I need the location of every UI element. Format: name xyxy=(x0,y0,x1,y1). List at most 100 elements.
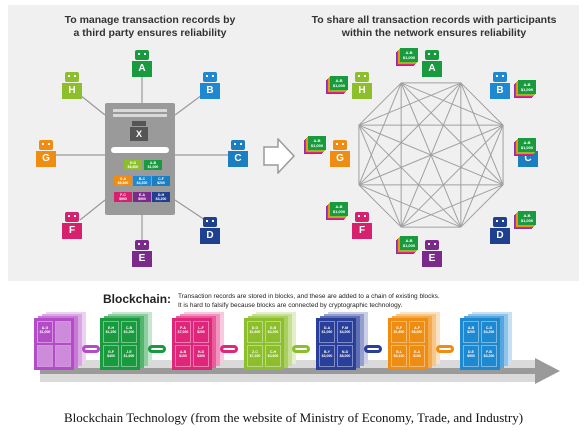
block-record-amount: $4,000 xyxy=(339,330,351,334)
record-cell: H-D $6,800 xyxy=(124,160,142,170)
block-record-pair: F-A xyxy=(180,326,186,330)
chain-link-icon xyxy=(436,345,454,353)
block-record: H-D $300 xyxy=(193,345,209,367)
participant-label: B xyxy=(490,83,510,99)
ledger-pair: A-B xyxy=(335,78,343,83)
block-record-amount: $4,600 xyxy=(267,354,279,358)
block-record-pair: C-B xyxy=(125,326,133,330)
block-record-pair: G-F xyxy=(107,350,115,354)
ledger-amount: $1,000 xyxy=(332,83,346,88)
block-record-pair: L-F xyxy=(198,326,204,330)
arrow-icon xyxy=(263,138,296,174)
block-record-pair: G-B xyxy=(269,326,277,330)
blockchain-desc-line-2: It is hard to falsify because blocks are… xyxy=(178,302,403,309)
left-heading: To manage transaction records by a third… xyxy=(64,14,236,39)
chain-link-icon xyxy=(364,345,382,353)
ledger-amount: $1,000 xyxy=(520,145,534,150)
record-amount: $4,200 xyxy=(136,181,148,185)
record-pair: C-F xyxy=(158,177,164,181)
block-record: G-B $3,200 xyxy=(265,321,281,343)
record-amount: $1,000 xyxy=(147,165,159,169)
person-icon xyxy=(135,50,149,60)
block-record-amount: $100 xyxy=(413,354,421,358)
ledger-pair: A-B xyxy=(313,138,321,143)
participant-label: C xyxy=(228,151,248,167)
block-record: E-H $1,200 xyxy=(103,321,119,343)
participant-label: G xyxy=(36,151,56,167)
block-record: A-B $200 xyxy=(463,321,479,343)
block-record: A-B $100 xyxy=(175,345,191,367)
ledger-copy: A-B $1,000 xyxy=(514,80,536,98)
block-record-pair: F-B xyxy=(486,350,492,354)
chain-link-icon xyxy=(292,345,310,353)
ledger-pair: A-B xyxy=(335,204,343,209)
participant-label: E xyxy=(422,251,442,267)
block-record-pair: N-D xyxy=(341,350,349,354)
block-record: Z-C $7,200 xyxy=(247,345,263,367)
chain-link-icon xyxy=(148,345,166,353)
blockchain-description: Transaction records are stored in blocks… xyxy=(178,292,498,310)
person-icon xyxy=(203,217,217,227)
ledger-copy: A-B $1,000 xyxy=(514,211,536,229)
block-record: D-A $1,000 xyxy=(319,321,335,343)
person-icon xyxy=(65,72,79,82)
record-amount: $3,200 xyxy=(155,197,167,201)
block-record-amount: $300 xyxy=(197,354,205,358)
block-record: A-F $8,800 xyxy=(409,321,425,343)
block-record-amount: $7,000 xyxy=(177,330,189,334)
record-cell: A-B $1,000 xyxy=(144,160,162,170)
block-record-amount: $3,200 xyxy=(483,354,495,358)
block-record-pair: D-G xyxy=(251,326,259,330)
block-record-pair: C-H xyxy=(269,350,277,354)
ledger-pair: A-B xyxy=(523,140,531,145)
block-record-amount: $8,000 xyxy=(339,354,351,358)
block-record: G-F $400 xyxy=(103,345,119,367)
block-record-pair: E-H xyxy=(107,326,115,330)
block-record-amount: $3,100 xyxy=(393,354,405,358)
block-record-amount: $400 xyxy=(107,354,115,358)
diagram-panel xyxy=(8,5,579,281)
participant-label: D xyxy=(490,228,510,244)
block-record: B-L $3,100 xyxy=(391,345,407,367)
record-pair: A-B xyxy=(149,161,157,165)
record-pair: B-C xyxy=(138,177,146,181)
block-record-pair: D-A xyxy=(323,326,331,330)
block-record-amount: $1,200 xyxy=(105,330,117,334)
block-record-pair: H-D xyxy=(197,350,205,354)
third-party-label: X xyxy=(130,127,148,141)
ledger-pair: A-B xyxy=(523,82,531,87)
block-record-pair: J-E xyxy=(126,350,132,354)
chain-link-icon xyxy=(82,345,100,353)
record-amount: $900 xyxy=(119,197,127,201)
third-party-icon xyxy=(132,121,146,126)
block-record: L-F $200 xyxy=(193,321,209,343)
block-record: F-B $3,200 xyxy=(481,345,497,367)
block-record-pair: B-Y xyxy=(323,350,331,354)
block-record-amount: $1,000 xyxy=(39,330,51,334)
block-record: N-D $8,000 xyxy=(337,345,353,367)
block-record: C-B $2,200 xyxy=(121,321,137,343)
blockchain-desc-line-1: Transaction records are stored in blocks… xyxy=(178,293,440,300)
figure-caption: Blockchain Technology (from the website … xyxy=(63,410,524,425)
person-icon xyxy=(425,240,439,250)
participant-label: F xyxy=(62,223,82,239)
person-icon xyxy=(333,140,347,150)
block-record-pair: E-A xyxy=(413,350,421,354)
record-pair: G-A xyxy=(119,177,127,181)
participant-label: B xyxy=(200,83,220,99)
block-record-pair: A-G xyxy=(41,326,49,330)
block-record-pair: A-B xyxy=(179,350,187,354)
participant-label: H xyxy=(352,83,372,99)
person-icon xyxy=(65,212,79,222)
person-icon xyxy=(355,72,369,82)
block-record-pair: F-M xyxy=(341,326,349,330)
record-cell: G-A $5,800 xyxy=(114,176,132,186)
participant-label: A xyxy=(422,61,442,77)
block-record-pair: G-F xyxy=(395,326,403,330)
block-record xyxy=(37,345,53,367)
ledger-pair: A-B xyxy=(523,213,531,218)
person-icon xyxy=(493,72,507,82)
person-icon xyxy=(135,240,149,250)
